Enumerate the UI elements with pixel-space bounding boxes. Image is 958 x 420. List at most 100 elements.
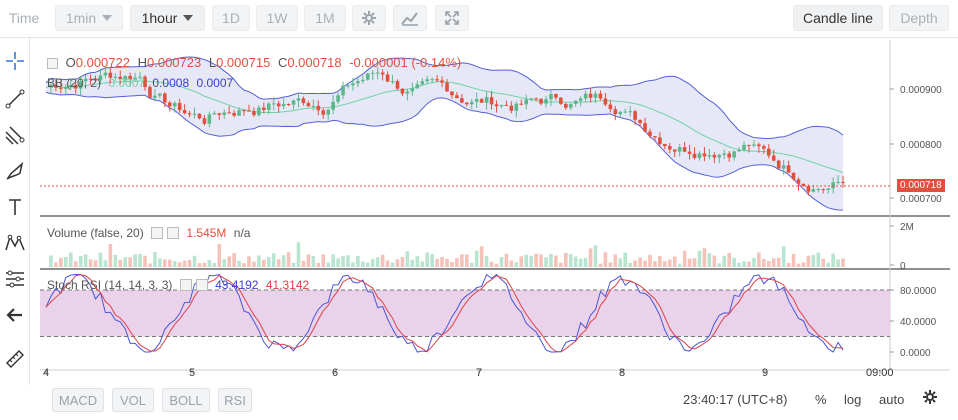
crosshair-tool[interactable] (2, 48, 28, 74)
chart-type-button[interactable] (393, 5, 427, 31)
volume-bar (469, 262, 474, 267)
bb-upper-value: 0.0008 (152, 76, 190, 90)
range-1m-button[interactable]: 1M (304, 5, 346, 31)
fullscreen-button[interactable] (435, 5, 469, 31)
volume-bar (177, 262, 182, 267)
volume-bar (187, 259, 192, 267)
volume-bar (811, 255, 816, 267)
trendline-tool[interactable] (2, 86, 28, 112)
time-tick-label: 7 (476, 367, 482, 379)
minimize-icon[interactable] (47, 58, 58, 69)
time-button[interactable]: Time (0, 5, 48, 31)
volume-bar (450, 261, 454, 267)
candle-body (425, 79, 429, 82)
collapse-tool[interactable] (2, 302, 28, 328)
rsi-button[interactable]: RSI (218, 388, 252, 412)
range-1w-button[interactable]: 1W (256, 5, 298, 31)
candle-body (573, 100, 578, 104)
volume-label: Volume (false, 20) (47, 226, 144, 240)
vol-button[interactable]: VOL (112, 388, 154, 412)
percent-scale-button[interactable]: % (815, 392, 827, 407)
text-icon (9, 199, 21, 215)
settings-button[interactable] (922, 389, 938, 408)
depth-button[interactable]: Depth (889, 5, 949, 31)
candle-body (59, 87, 63, 89)
volume-bar (796, 263, 801, 267)
volume-bar (707, 253, 712, 267)
volume-bar (638, 257, 642, 267)
volume-bar (499, 257, 504, 267)
candle-body (737, 149, 741, 152)
volume-bar (306, 254, 311, 267)
candle-body (489, 97, 494, 105)
volume-bar (252, 261, 256, 267)
bottom-bar: MACD VOL BOLL RSI 23:40:17 (UTC+8) % log… (0, 385, 958, 420)
candle-body (628, 111, 632, 113)
candle-line-button[interactable]: Candle line (793, 5, 883, 31)
volume-bar (643, 260, 647, 267)
close-icon[interactable] (167, 227, 180, 239)
candle-body (722, 153, 727, 155)
bollinger-middle-line (45, 80, 844, 174)
volume-bar (692, 258, 697, 267)
ruler-icon (6, 350, 24, 368)
fib-icon (5, 126, 25, 145)
candle-body (583, 93, 588, 99)
auto-scale-button[interactable]: auto (879, 392, 905, 407)
volume-bar (49, 255, 53, 267)
candle-body (415, 84, 420, 89)
settings-icon[interactable] (179, 279, 192, 291)
pattern-tool[interactable] (2, 230, 28, 256)
volume-bar (113, 254, 118, 267)
text-tool[interactable] (2, 194, 28, 220)
candle-body (336, 95, 340, 102)
candle-body (742, 144, 746, 150)
brush-tool[interactable] (2, 158, 28, 184)
macd-button[interactable]: MACD (52, 388, 104, 412)
chart-type-icon (401, 12, 418, 26)
price-chart[interactable]: 0.0009000.0008000.0007002M080.000040.000… (40, 40, 958, 385)
settings-button[interactable] (352, 5, 386, 31)
ruler-tool[interactable] (2, 346, 28, 372)
candle-body (791, 172, 796, 180)
brush-icon (6, 161, 24, 180)
interval-1hour-dropdown[interactable]: 1hour (130, 5, 205, 31)
volume-bar (504, 253, 509, 267)
log-scale-button[interactable]: log (844, 392, 862, 407)
bollinger-fill (46, 57, 844, 211)
candle-body (281, 103, 286, 107)
volume-bar (316, 262, 321, 267)
volume-bar (717, 263, 722, 267)
candle-body (816, 189, 821, 191)
volume-bar (628, 262, 632, 267)
volume-bar (583, 258, 588, 267)
trendline-icon (5, 89, 25, 109)
fib-tool[interactable] (2, 122, 28, 148)
candle-body (658, 137, 662, 144)
price-tick-label: 0.000700 (900, 194, 942, 205)
candle-body (385, 74, 390, 82)
volume-bar (677, 263, 682, 267)
bb-legend: BB (20, 2) 0.0007 0.0008 0.0007 (47, 76, 237, 90)
interval-1min-dropdown[interactable]: 1min (55, 5, 123, 31)
volume-bar (786, 262, 791, 267)
low-label: L (208, 55, 217, 70)
volume-bar (554, 255, 558, 267)
candle-body (702, 153, 707, 157)
boll-button[interactable]: BOLL (162, 388, 210, 412)
volume-bar (653, 261, 657, 267)
volume-bar (742, 261, 746, 267)
candle-body (301, 98, 306, 104)
candle-body (341, 85, 345, 96)
candle-body (667, 146, 672, 150)
candle-body (123, 75, 128, 80)
candle-body (781, 165, 786, 169)
close-icon[interactable] (195, 279, 208, 291)
range-1d-button[interactable]: 1D (212, 5, 250, 31)
candle-body (430, 79, 434, 81)
settings-icon[interactable] (151, 227, 164, 239)
candle-body (786, 165, 791, 173)
measure-tool[interactable] (2, 266, 28, 292)
volume-bar (702, 248, 707, 267)
rsi-label: RSI (224, 392, 246, 408)
